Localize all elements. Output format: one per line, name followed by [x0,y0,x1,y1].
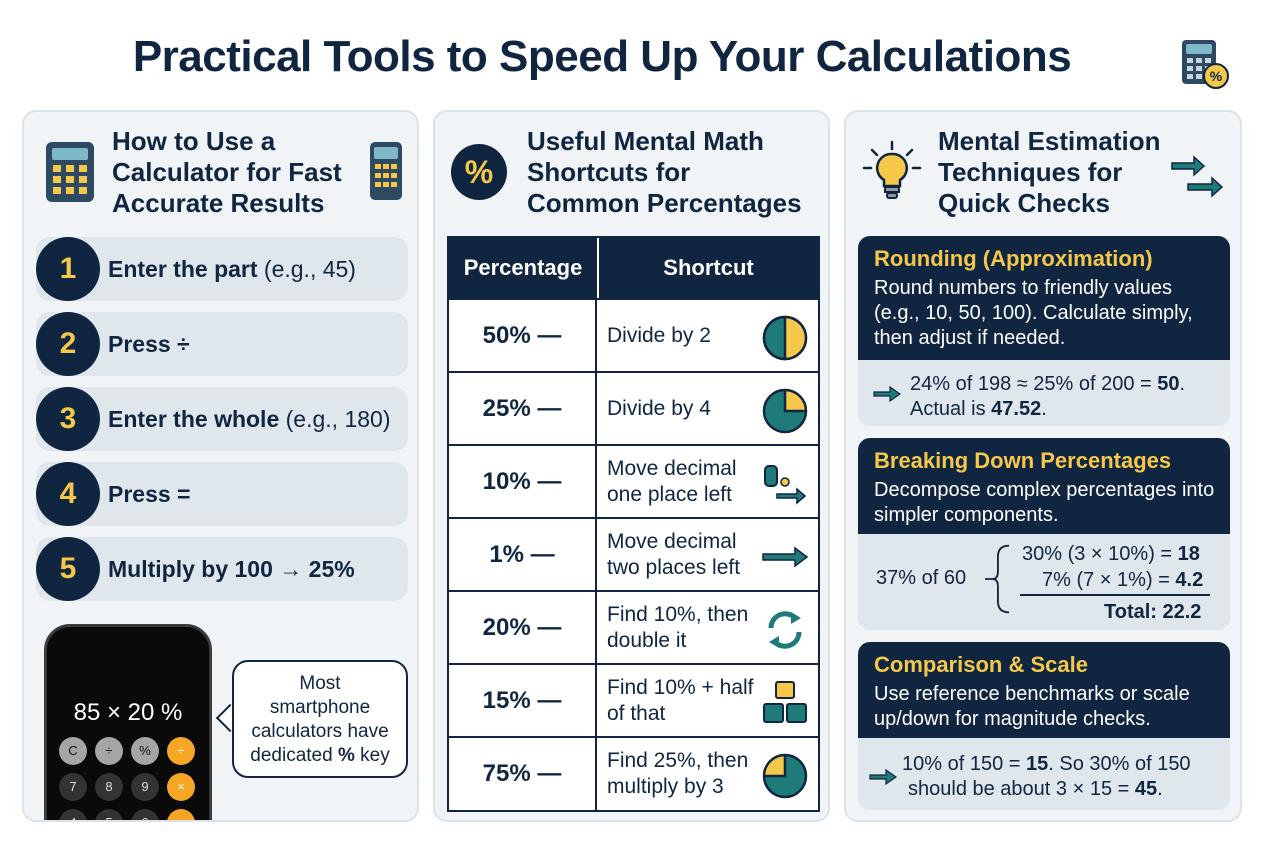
breakdown-line: 7% (7 × 1%) = 4.2 [1042,569,1204,591]
key-clear: C [59,737,87,765]
example-line: 10% of 150 = 15. So 30% of 150 [902,753,1191,775]
percentage-cell: 50% — [449,300,597,372]
key-percent: % [131,737,159,765]
step-text: Enter the part (e.g., 45) [108,256,356,282]
breakdown-line: 30% (3 × 10%) = 18 [1022,543,1200,565]
breakdown-card: Breaking Down Percentages Decompose comp… [858,438,1230,630]
pie-half-icon [762,315,808,361]
step-3: 3 Enter the whole (e.g., 180) [36,387,408,451]
calculator-display: 85 × 20 % [73,699,183,726]
shortcut-cell: Move decimal one place left [607,457,737,506]
step-number: 2 [36,312,100,376]
example-line: should be about 3 × 15 = 45. [908,778,1163,800]
shortcut-cell: Find 10%, then double it [607,603,749,652]
svg-text:%: % [465,154,493,190]
phone-calculator-icon [370,142,402,200]
estimation-panel: Mental Estimation Techniques for Quick Che… [844,110,1242,822]
calculator-icon [46,142,94,202]
blocks-icon [763,681,807,723]
key-multiply: × [167,773,195,801]
step-number: 1 [36,237,100,301]
shortcut-cell: Divide by 4 [607,397,711,420]
lightbulb-icon [862,140,922,199]
rounding-card: Rounding (Approximation) Round numbers t… [858,236,1230,426]
step-text: Press ÷ [108,331,190,357]
step-number: 4 [36,462,100,526]
arrow-icon [869,768,898,786]
percentage-cell: 15% — [449,665,597,737]
shortcut-cell: Divide by 2 [607,324,711,347]
table-row: 10% — Move decimal one place left [449,444,818,518]
comparison-card: Comparison & Scale Use reference benchma… [858,642,1230,810]
key-9: 9 [131,773,159,801]
card-heading: Breaking Down Percentages [874,448,1172,473]
percentage-cell: 1% — [449,519,597,591]
key-7: 7 [59,773,87,801]
shortcut-cell: Find 25%, then multiply by 3 [607,749,749,798]
decimal-shift-icon [764,465,807,505]
shortcut-cell: Find 10% + half of that [607,676,754,725]
table-row: 25% — Divide by 4 [449,371,818,445]
example-line: 24% of 198 ≈ 25% of 200 = 50. [910,373,1186,395]
step-text: Press = [108,481,191,507]
percentage-cell: 10% — [449,446,597,518]
percentage-cell: 25% — [449,373,597,445]
card-description: Round numbers to friendly values (e.g., … [874,277,1193,349]
calculator-percent-icon: % [1182,40,1229,89]
shortcut-cell: Move decimal two places left [607,530,741,579]
page-title: Practical Tools to Speed Up Your Calcula… [132,32,1072,81]
table-header: Percentage Shortcut [449,238,818,298]
percentage-cell: 75% — [449,738,597,810]
speech-bubble: Most smartphone calculators have dedicat… [232,660,408,778]
key-minus: − [167,809,195,820]
key-6: 6 [131,809,159,820]
table-row: 15% — Find 10% + half of that [449,663,818,737]
divider [1020,594,1210,596]
column-header-percentage: Percentage [463,255,583,280]
step-number: 3 [36,387,100,451]
breakdown-left: 37% of 60 [876,567,967,589]
calculator-panel: How to Use a Calculator for Fast Accurate … [22,110,419,822]
step-4: 4 Press = [36,462,408,526]
arrow-icon [873,385,902,403]
step-5: 5 Multiply by 100 → 25% [36,537,408,601]
step-2: 2 Press ÷ [36,312,408,376]
breakdown-total: Total: 22.2 [1104,601,1202,623]
table-row: 20% — Find 10%, then double it [449,590,818,664]
panel-title: How to Use a Calculator for Fast Accurate … [112,126,342,218]
card-heading: Comparison & Scale [874,652,1088,677]
card-description: Decompose complex percentages into simpl… [874,479,1215,526]
key-divide-op: ÷ [167,737,195,765]
pie-quarter-icon [762,388,808,434]
pie-three-quarter-icon [762,753,808,799]
key-divide: ÷ [95,737,123,765]
example-line: Actual is 47.52. [910,398,1047,420]
smartphone-calculator: 85 × 20 % C ÷ % ÷ 7 8 9 × 4 5 6 − [44,624,212,820]
table-row: 1% — Move decimal two places left [449,517,818,591]
panel-title: Mental Estimation Techniques for Quick Che… [938,126,1161,218]
step-1: 1 Enter the part (e.g., 45) [36,237,408,301]
arrows-icon [1171,155,1224,198]
table-row: 75% — Find 25%, then multiply by 3 [449,736,818,810]
shortcut-table: Percentage Shortcut 50% — Divide by 2 25… [447,236,820,812]
arrow-right-icon [762,546,809,568]
brace-icon [984,544,1010,614]
key-4: 4 [59,809,87,820]
card-heading: Rounding (Approximation) [874,246,1153,271]
shortcuts-panel: % Useful Mental Math Shortcuts for Common … [433,110,830,822]
refresh-icon [768,611,802,649]
card-description: Use reference benchmarks or scale up/dow… [874,683,1190,730]
step-text: Enter the whole (e.g., 180) [108,406,391,432]
step-text: Multiply by 100 → 25% [108,556,355,582]
key-5: 5 [95,809,123,820]
table-row: 50% — Divide by 2 [449,298,818,372]
svg-text:%: % [1210,68,1223,84]
key-8: 8 [95,773,123,801]
percent-icon: % [451,144,507,200]
panel-title: Useful Mental Math Shortcuts for Common Pe… [527,126,802,218]
column-header-shortcut: Shortcut [663,255,754,280]
percentage-cell: 20% — [449,592,597,664]
step-number: 5 [36,537,100,601]
